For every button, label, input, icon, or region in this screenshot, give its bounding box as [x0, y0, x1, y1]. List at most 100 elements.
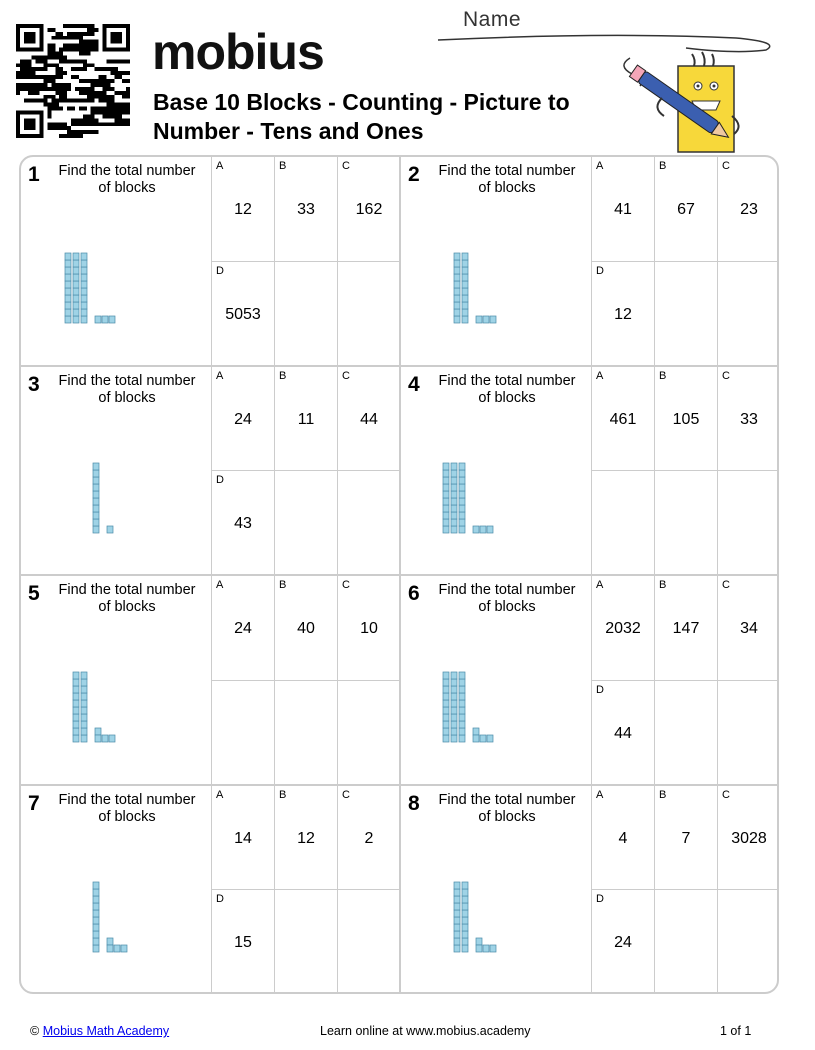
answer-option-c[interactable]: C 3028 — [717, 785, 777, 891]
mobius-logo: mobius — [152, 22, 325, 82]
ones-cube — [489, 944, 497, 952]
answer-option-a[interactable]: A 12 — [211, 157, 274, 262]
mascot-illustration — [623, 51, 740, 153]
title-line-1: Base 10 Blocks - Counting - Picture to — [153, 89, 570, 115]
ones-cube — [482, 944, 490, 952]
ones-cube — [479, 734, 487, 743]
question-prompt: Find the total number of blocks — [58, 791, 196, 825]
logo-text: mobius — [152, 24, 325, 80]
name-line[interactable] — [436, 24, 781, 64]
tens-rod — [458, 462, 466, 533]
empty-option-box — [211, 680, 274, 786]
ones-cube — [94, 727, 102, 736]
ones-cube — [486, 734, 494, 743]
empty-option-box — [337, 471, 400, 576]
answer-option-c[interactable]: C 162 — [337, 157, 400, 262]
tens-rod — [92, 881, 100, 952]
answer-option-b[interactable]: B 12 — [274, 785, 337, 891]
empty-option-box — [654, 471, 717, 576]
option-letter: C — [722, 160, 730, 172]
answer-option-d[interactable]: D 24 — [591, 890, 654, 992]
answer-option-c[interactable]: C 33 — [717, 366, 777, 472]
empty-option-box — [717, 680, 777, 786]
tens-rod — [80, 671, 88, 743]
option-letter: D — [216, 893, 224, 906]
ones-cube — [482, 315, 490, 324]
option-value: 44 — [360, 410, 378, 428]
question-prompt: Find the total number of blocks — [58, 372, 196, 406]
option-letter: B — [659, 160, 667, 172]
option-value: 23 — [740, 201, 758, 218]
option-letter: A — [596, 369, 604, 382]
answer-option-b[interactable]: B 67 — [654, 157, 717, 262]
answer-option-b[interactable]: B 40 — [274, 576, 337, 681]
answer-option-b[interactable]: B 11 — [274, 366, 337, 472]
academy-link[interactable]: Mobius Math Academy — [42, 1024, 170, 1038]
answer-option-d[interactable]: D 5053 — [211, 261, 274, 367]
question-4: 4 Find the total number of blocks A 461 B 105… — [401, 366, 777, 576]
option-letter: C — [342, 369, 350, 382]
option-letter: B — [279, 579, 287, 591]
option-value: 67 — [677, 201, 695, 218]
answer-option-a[interactable]: A 24 — [211, 576, 274, 681]
base-ten-blocks — [453, 881, 497, 952]
question-prompt: Find the total number of blocks — [438, 791, 576, 825]
option-value: 10 — [360, 620, 378, 637]
option-letter: C — [342, 788, 350, 801]
answer-option-d[interactable]: D 15 — [211, 890, 274, 992]
answer-option-a[interactable]: A 461 — [591, 366, 654, 472]
ones-cube — [479, 525, 487, 533]
grid-divider-row-3 — [21, 783, 777, 786]
option-value: 12 — [297, 829, 315, 847]
option-letter: C — [722, 579, 730, 591]
answer-option-d[interactable]: D 44 — [591, 680, 654, 786]
option-value: 461 — [609, 410, 637, 428]
option-value: 33 — [740, 410, 758, 428]
tens-rod — [458, 671, 466, 743]
footer-page-number: 1 of 1 — [720, 1024, 752, 1038]
ones-cube — [489, 315, 497, 324]
answer-option-c[interactable]: C 34 — [717, 576, 777, 681]
answer-option-d[interactable]: D 12 — [591, 261, 654, 367]
tens-rod — [461, 252, 469, 324]
option-value: 2 — [364, 829, 374, 847]
answer-option-a[interactable]: A 2032 — [591, 576, 654, 681]
empty-option-box — [337, 890, 400, 992]
question-number: 6 — [408, 582, 420, 605]
answer-option-c[interactable]: C 10 — [337, 576, 400, 681]
answer-option-c[interactable]: C 44 — [337, 366, 400, 472]
answer-option-b[interactable]: B 33 — [274, 157, 337, 262]
question-number: 7 — [28, 791, 40, 815]
base-ten-blocks — [92, 881, 128, 952]
option-value: 7 — [681, 829, 691, 847]
question-3: 3 Find the total number of blocks A 24 B 11 C 4… — [21, 366, 401, 576]
option-letter: D — [596, 893, 604, 906]
base-ten-blocks — [453, 252, 497, 324]
option-value: 12 — [614, 305, 632, 323]
grid-divider-row-2 — [21, 574, 777, 576]
option-letter: B — [659, 369, 667, 382]
question-number: 2 — [408, 163, 420, 186]
answer-option-b[interactable]: B 147 — [654, 576, 717, 681]
question-1: 1 Find the total number of blocks A 12 B 33 C 1… — [21, 157, 401, 367]
option-letter: A — [216, 160, 224, 172]
ones-cube — [106, 937, 114, 945]
answer-option-a[interactable]: A 14 — [211, 785, 274, 891]
tens-rod — [461, 881, 469, 952]
question-prompt: Find the total number of blocks — [58, 582, 196, 615]
ones-cube — [94, 315, 102, 324]
tens-rod — [80, 252, 88, 324]
answer-option-a[interactable]: A 41 — [591, 157, 654, 262]
answer-option-c[interactable]: C 23 — [717, 157, 777, 262]
answer-option-b[interactable]: B 105 — [654, 366, 717, 472]
answer-option-a[interactable]: A 24 — [211, 366, 274, 472]
option-letter: D — [216, 474, 224, 487]
option-letter: B — [279, 369, 287, 382]
option-value: 34 — [740, 620, 758, 637]
answer-option-d[interactable]: D 43 — [211, 471, 274, 576]
empty-option-box — [274, 680, 337, 786]
empty-option-box — [717, 471, 777, 576]
